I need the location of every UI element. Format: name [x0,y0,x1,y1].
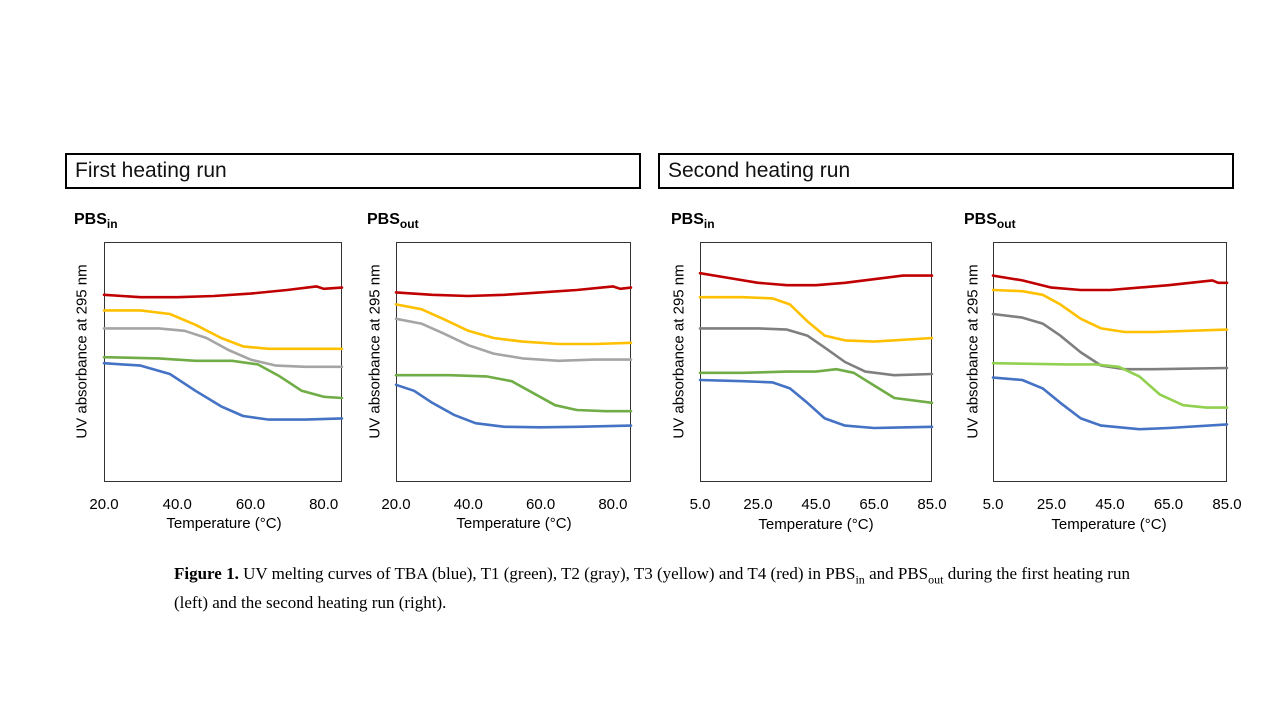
figure-caption: Figure 1. UV melting curves of TBA (blue… [174,562,1164,615]
series-line-t4 [394,285,633,298]
x-tick-label: 45.0 [1095,496,1124,513]
chart-second-run-pbs-in: 5.0 25.0 45.0 65.0 85.0 [690,242,947,513]
panel-label-first-pbs-out: PBSout [367,211,419,231]
y-axis-title: UV absorbance at 295 nm [366,264,384,439]
x-tick-label: 5.0 [690,496,711,513]
panel-label-base: PBS [367,211,400,228]
y-axis-title: UV absorbance at 295 nm [73,264,91,439]
caption-text-2: and PBS [864,564,929,583]
y-axis-title: UV absorbance at 295 nm [670,264,688,439]
second-heating-run-label: Second heating run [668,159,851,182]
series-line-t4 [991,274,1229,292]
x-tick-label: 65.0 [859,496,888,513]
series-line-t4 [102,285,344,299]
x-axis-title: Temperature (°C) [456,515,572,532]
series-line-t3 [394,303,633,346]
chart-second-run-pbs-out: 5.0 25.0 45.0 65.0 85.0 [983,242,1242,513]
x-tick-label: 60.0 [236,496,265,513]
series-line-t2 [698,327,934,377]
panel-label-sub: out [399,217,419,231]
x-tick-label: 80.0 [598,496,627,513]
panel-label-sub: in [703,217,715,231]
series-line-t1 [394,373,633,413]
chart-first-run-pbs-out: 20.0 40.0 60.0 80.0 [381,242,633,513]
plot-frame [993,242,1227,482]
plot-frame [396,242,631,482]
series-line-tba [102,361,344,421]
panel-label-second-pbs-in: PBSin [671,211,715,231]
x-tick-label: 25.0 [1037,496,1066,513]
panel-label-base: PBS [671,211,704,228]
x-tick-label: 5.0 [983,496,1004,513]
series-line-t3 [698,295,934,343]
caption-text-3: during the first heating run (left) and … [174,564,1130,613]
x-tick-label: 85.0 [1212,496,1241,513]
series-line-tba [991,376,1229,431]
x-tick-label: 80.0 [309,496,338,513]
panel-label-sub: in [106,217,118,231]
first-heating-run-heading: First heating run [65,153,641,189]
series-line-t1 [102,355,344,400]
x-axis-title: Temperature (°C) [1051,516,1167,533]
x-tick-label: 20.0 [381,496,410,513]
panel-label-sub: out [996,217,1016,231]
plot-frame [700,242,932,482]
panel-label-base: PBS [964,211,997,228]
series-line-tba [698,378,934,430]
panel-label-base: PBS [74,211,107,228]
panel-label-first-pbs-in: PBSin [74,211,118,231]
x-tick-label: 25.0 [743,496,772,513]
caption-sub-2: out [928,572,944,587]
y-axis-title: UV absorbance at 295 nm [964,264,982,439]
second-heating-run-heading: Second heating run [658,153,1234,189]
caption-text-1: UV melting curves of TBA (blue), T1 (gre… [238,564,856,583]
x-tick-label: 60.0 [526,496,555,513]
series-line-t1 [698,367,934,405]
series-line-t4 [698,271,934,287]
x-tick-label: 40.0 [454,496,483,513]
series-line-t2 [102,327,344,369]
x-tick-label: 40.0 [163,496,192,513]
series-line-t2 [394,317,633,363]
series-line-t3 [991,288,1229,334]
x-tick-label: 65.0 [1154,496,1183,513]
chart-first-run-pbs-in: 20.0 40.0 60.0 80.0 [89,242,344,513]
series-line-tba [394,383,633,429]
caption-sub-1: in [855,572,865,587]
x-tick-label: 20.0 [89,496,118,513]
first-heating-run-label: First heating run [75,159,227,182]
series-line-t3 [102,309,344,351]
series-line-t2 [991,312,1229,371]
panel-label-second-pbs-out: PBSout [964,211,1016,231]
x-tick-label: 45.0 [801,496,830,513]
series-line-t1 [991,361,1229,409]
x-axis-title: Temperature (°C) [166,515,282,532]
x-axis-title: Temperature (°C) [758,516,874,533]
caption-lead: Figure 1. [174,564,239,583]
x-tick-label: 85.0 [917,496,946,513]
